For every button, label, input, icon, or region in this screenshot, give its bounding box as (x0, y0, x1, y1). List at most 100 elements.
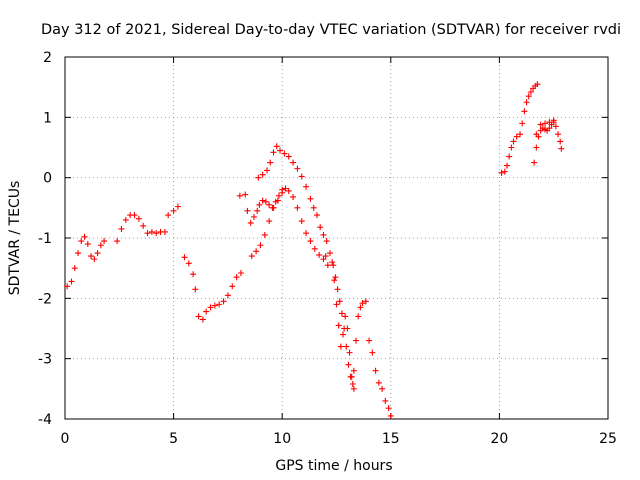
data-point (303, 183, 310, 190)
data-point (525, 93, 532, 100)
y-axis-label: SDTVAR / TECUs (7, 181, 23, 296)
data-point (340, 331, 347, 338)
data-point (336, 298, 343, 305)
x-axis-label: GPS time / hours (275, 458, 392, 474)
data-point (285, 153, 292, 160)
data-point (510, 138, 517, 145)
data-point (275, 192, 282, 199)
data-point (557, 138, 564, 145)
data-point (335, 322, 342, 329)
data-point (81, 233, 88, 240)
data-point (534, 81, 541, 88)
data-point (307, 195, 314, 202)
data-point (337, 343, 344, 350)
data-point (366, 337, 373, 344)
data-point (170, 207, 177, 214)
data-point (242, 191, 249, 198)
data-point (253, 248, 260, 255)
data-point (148, 228, 155, 235)
data-point (247, 219, 254, 226)
data-point (224, 292, 231, 299)
x-tick-label: 0 (61, 431, 70, 447)
data-point (244, 207, 251, 214)
data-point (195, 313, 202, 320)
data-point (68, 278, 75, 285)
data-point (131, 212, 138, 219)
data-point (290, 159, 297, 166)
data-point (372, 367, 379, 374)
data-point (257, 242, 264, 249)
data-point (546, 119, 553, 126)
data-point (101, 238, 108, 245)
data-point (379, 385, 386, 392)
data-point (322, 253, 329, 260)
data-point (387, 412, 394, 419)
data-point (311, 245, 318, 252)
data-point (355, 313, 362, 320)
data-point (298, 173, 305, 180)
data-point (558, 145, 565, 152)
data-point (542, 120, 549, 127)
data-point (236, 192, 243, 199)
data-point (504, 162, 511, 169)
data-point (122, 216, 129, 223)
data-point (331, 277, 338, 284)
data-point (261, 231, 268, 238)
data-point (316, 251, 323, 258)
data-point (350, 385, 357, 392)
data-point (326, 250, 333, 257)
data-point (517, 131, 524, 138)
data-point (350, 367, 357, 374)
data-point (199, 316, 206, 323)
x-tick-label: 25 (599, 431, 617, 447)
data-point (313, 212, 320, 219)
data-point (310, 204, 317, 211)
data-point (323, 238, 330, 245)
data-point (161, 228, 168, 235)
data-point (290, 193, 297, 200)
data-point (546, 125, 553, 132)
data-point (303, 230, 310, 237)
data-point (266, 218, 273, 225)
data-point (97, 242, 104, 249)
data-point (506, 153, 513, 160)
data-point (508, 144, 515, 151)
y-tick-label: 2 (43, 50, 52, 66)
data-point (254, 207, 261, 214)
data-point (248, 253, 255, 260)
data-point (343, 343, 350, 350)
data-point (320, 231, 327, 238)
data-point (338, 310, 345, 317)
data-point (362, 298, 369, 305)
x-tick-label: 10 (273, 431, 291, 447)
x-tick-label: 5 (169, 431, 178, 447)
data-point (279, 189, 286, 196)
data-point (332, 274, 339, 281)
data-point (282, 185, 289, 192)
data-point (527, 88, 534, 95)
data-point (78, 238, 85, 245)
data-point (256, 201, 263, 208)
data-point (216, 301, 223, 308)
data-point (342, 313, 349, 320)
data-point (523, 99, 530, 106)
data-point (250, 213, 257, 220)
data-point (259, 197, 266, 204)
data-point (346, 349, 353, 356)
y-tick-label: -2 (38, 291, 52, 307)
data-point (329, 259, 336, 266)
x-tick-label: 20 (490, 431, 508, 447)
data-point (233, 274, 240, 281)
data-point (165, 212, 172, 219)
data-point (307, 238, 314, 245)
y-tick-label: -1 (38, 231, 52, 247)
data-point (552, 123, 559, 130)
data-point (317, 224, 324, 231)
data-point (349, 381, 356, 388)
y-tick-label: -4 (38, 412, 52, 428)
data-point (359, 300, 366, 307)
data-point (519, 120, 526, 127)
data-point (270, 149, 277, 156)
data-point (348, 373, 355, 380)
data-point (263, 167, 270, 174)
